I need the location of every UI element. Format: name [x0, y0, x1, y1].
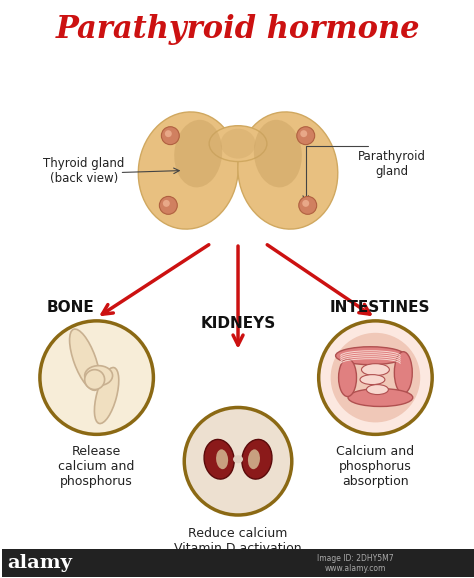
Bar: [2, 549, 474, 577]
Circle shape: [161, 127, 179, 144]
Ellipse shape: [336, 347, 405, 365]
Ellipse shape: [254, 120, 302, 187]
Ellipse shape: [204, 439, 234, 479]
Ellipse shape: [394, 352, 412, 394]
Ellipse shape: [174, 120, 222, 187]
Circle shape: [184, 407, 292, 515]
Ellipse shape: [238, 112, 338, 229]
Ellipse shape: [360, 375, 385, 384]
Circle shape: [85, 370, 105, 390]
Ellipse shape: [233, 455, 243, 463]
Text: Thyroid gland
(back view): Thyroid gland (back view): [43, 157, 124, 184]
Ellipse shape: [338, 359, 356, 397]
Ellipse shape: [209, 125, 267, 162]
Circle shape: [297, 127, 315, 144]
Ellipse shape: [85, 366, 112, 386]
Circle shape: [159, 197, 177, 214]
Ellipse shape: [348, 388, 413, 406]
Ellipse shape: [216, 449, 228, 469]
Text: BONE: BONE: [47, 301, 95, 316]
Circle shape: [165, 130, 172, 137]
Circle shape: [163, 200, 170, 207]
Ellipse shape: [248, 449, 260, 469]
Text: KIDNEYS: KIDNEYS: [201, 316, 276, 331]
Text: Parathyroid hormone: Parathyroid hormone: [56, 14, 420, 45]
Ellipse shape: [331, 333, 420, 423]
Ellipse shape: [366, 384, 388, 395]
Ellipse shape: [94, 368, 119, 424]
Circle shape: [299, 197, 317, 214]
Ellipse shape: [242, 439, 272, 479]
Text: www.alamy.com: www.alamy.com: [325, 564, 386, 573]
Text: Image ID: 2DHY5M7: Image ID: 2DHY5M7: [317, 554, 394, 564]
Ellipse shape: [138, 112, 238, 229]
Text: Release
calcium and
phosphorus: Release calcium and phosphorus: [58, 445, 135, 488]
Ellipse shape: [220, 129, 255, 158]
Circle shape: [319, 321, 432, 435]
Text: Parathyroid
gland: Parathyroid gland: [358, 150, 426, 177]
Circle shape: [40, 321, 154, 435]
Text: Reduce calcium
Vitamin D activation: Reduce calcium Vitamin D activation: [174, 527, 302, 555]
Text: Calcium and
phosphorus
absorption: Calcium and phosphorus absorption: [337, 445, 414, 488]
Ellipse shape: [362, 364, 389, 376]
Text: INTESTINES: INTESTINES: [330, 301, 430, 316]
Ellipse shape: [70, 329, 100, 390]
Circle shape: [302, 200, 309, 207]
Circle shape: [300, 130, 307, 137]
Text: alamy: alamy: [8, 554, 73, 572]
